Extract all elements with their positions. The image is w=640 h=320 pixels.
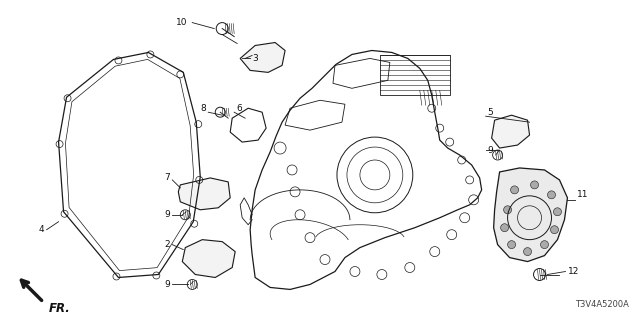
Circle shape: [550, 226, 559, 234]
Text: 8: 8: [200, 104, 206, 113]
Text: 9: 9: [164, 280, 170, 289]
Text: 11: 11: [577, 190, 589, 199]
Text: 3: 3: [252, 54, 258, 63]
Circle shape: [500, 224, 509, 232]
Polygon shape: [179, 178, 230, 210]
Circle shape: [504, 206, 511, 214]
Text: 10: 10: [176, 18, 188, 27]
Text: 6: 6: [236, 104, 242, 113]
Text: FR.: FR.: [49, 302, 70, 316]
Polygon shape: [182, 240, 235, 277]
Text: 9: 9: [488, 146, 493, 155]
Text: 12: 12: [568, 267, 579, 276]
Polygon shape: [240, 43, 285, 72]
Circle shape: [511, 186, 518, 194]
Circle shape: [524, 248, 532, 256]
Text: 2: 2: [164, 240, 170, 249]
Circle shape: [531, 181, 538, 189]
Text: 5: 5: [488, 108, 493, 117]
Text: 4: 4: [39, 225, 45, 234]
Polygon shape: [492, 115, 529, 148]
Circle shape: [541, 241, 548, 249]
Text: 9: 9: [164, 210, 170, 219]
Text: 7: 7: [164, 173, 170, 182]
Circle shape: [554, 208, 561, 216]
Circle shape: [547, 191, 556, 199]
Circle shape: [508, 241, 516, 249]
Polygon shape: [493, 168, 568, 261]
Text: T3V4A5200A: T3V4A5200A: [575, 300, 629, 309]
